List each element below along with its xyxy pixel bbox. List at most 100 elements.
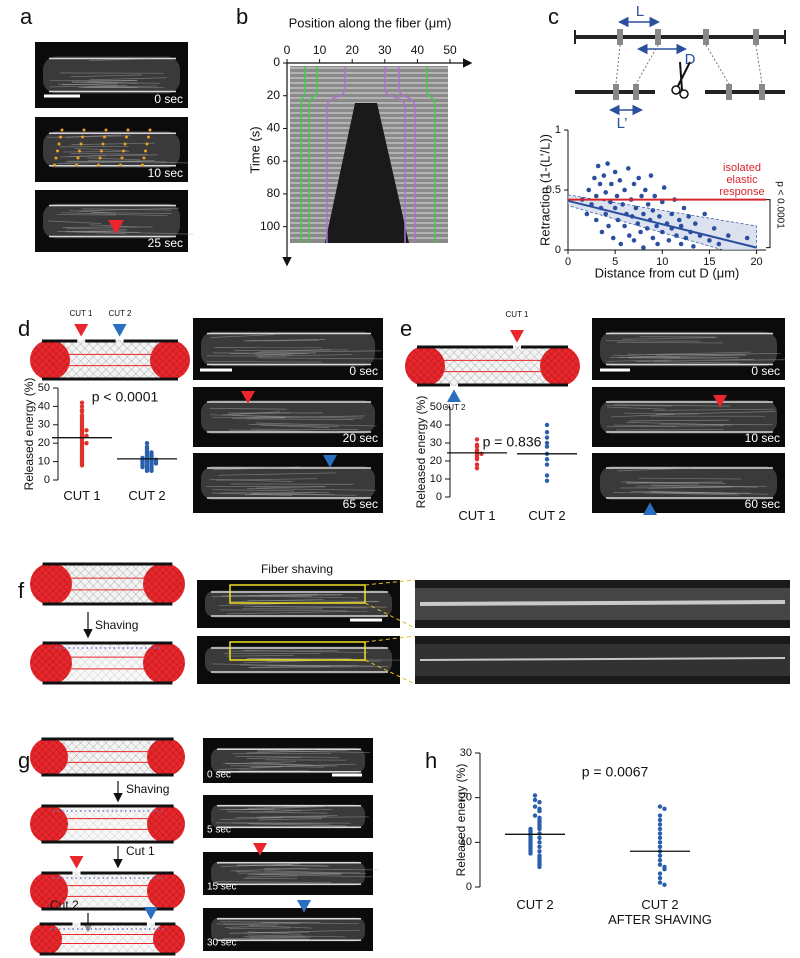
fiber-streak xyxy=(226,808,302,811)
fiber-streak xyxy=(70,152,148,155)
fiber-streak xyxy=(88,85,158,88)
fiber-streak xyxy=(635,361,740,364)
y-tick-label: 40 xyxy=(267,121,281,135)
sarcomere-mark xyxy=(726,84,732,100)
ablation-dot xyxy=(104,128,108,132)
fiber-streak xyxy=(246,749,349,754)
fiber-streak xyxy=(72,231,141,233)
fiber-body xyxy=(46,923,169,955)
ablation-dot xyxy=(79,142,83,146)
ablation-dot xyxy=(76,156,80,160)
data-point xyxy=(657,875,663,881)
y-tick-label: 20 xyxy=(430,455,442,467)
time-label: 20 sec xyxy=(343,431,378,445)
ablation-dot xyxy=(144,149,147,153)
y-tick-label: 30 xyxy=(460,747,472,759)
fiber-streak xyxy=(248,423,339,427)
x-tick-label: 50 xyxy=(443,43,457,57)
fiber-streak xyxy=(209,407,288,410)
scatter-point xyxy=(674,233,679,238)
fiber-streak xyxy=(62,83,118,86)
ablation-dot xyxy=(103,135,106,139)
fiber-streak xyxy=(251,763,356,768)
category-label: CUT 2 AFTER SHAVING xyxy=(608,897,712,927)
y-axis-title: Retraction (1-(L’/L)) xyxy=(537,134,552,246)
scatter-point xyxy=(593,193,599,199)
y-tick-label: 10 xyxy=(38,456,50,468)
data-point xyxy=(140,464,145,470)
cut-label: CUT 1 xyxy=(506,310,530,319)
fiber-streak xyxy=(63,150,130,153)
data-point xyxy=(657,871,663,876)
fiber-streak xyxy=(257,357,384,360)
fiber-streak xyxy=(260,424,330,429)
fiber-body xyxy=(49,738,166,776)
fiber-streak xyxy=(235,755,340,758)
kymo-track xyxy=(308,66,318,243)
data-point xyxy=(537,808,542,814)
scatter-point xyxy=(638,229,643,235)
panel-label: d xyxy=(18,316,30,341)
x-tick-label: 0 xyxy=(284,43,291,57)
scatter-point xyxy=(681,205,687,211)
adhesion xyxy=(147,805,185,843)
kymo-track xyxy=(300,66,306,243)
scatter-point xyxy=(644,226,650,231)
x-tick-label: 20 xyxy=(750,256,762,268)
scatter-point xyxy=(584,211,590,217)
fiber-image xyxy=(201,331,375,367)
fiber-streak xyxy=(628,357,754,360)
y-tick-label: 80 xyxy=(267,186,281,200)
fiber-streak xyxy=(227,811,328,814)
zoom-fiber xyxy=(419,657,786,661)
fiber-streak xyxy=(209,478,293,482)
y-tick-label: 1 xyxy=(555,124,561,136)
scatter-point xyxy=(711,226,717,231)
fiber-streak xyxy=(57,231,127,235)
step-label: Shaving xyxy=(126,782,169,796)
scissors xyxy=(677,61,691,87)
cut-label: CUT 1 xyxy=(70,309,94,318)
x-tick-label: 20 xyxy=(346,43,360,57)
fiber-streak xyxy=(91,212,172,214)
adhesion xyxy=(405,346,445,386)
y-tick-label: 0.5 xyxy=(546,184,561,196)
fiber-streak xyxy=(216,822,330,825)
scatter-point xyxy=(622,187,627,193)
y-axis-title: Released energy (%) xyxy=(414,396,428,509)
data-point xyxy=(474,444,480,449)
scatter-point xyxy=(612,205,618,211)
adhesion xyxy=(143,642,185,684)
fiber-streak xyxy=(246,418,354,420)
data-point xyxy=(662,882,667,887)
data-point xyxy=(537,835,542,841)
fiber-streak xyxy=(87,157,140,161)
data-point xyxy=(662,806,667,812)
scatter-point xyxy=(678,223,684,229)
category-label-box: CUT 2 xyxy=(516,897,553,912)
adhesion xyxy=(147,872,185,910)
scatter-point xyxy=(661,185,667,190)
x-tick-label: 10 xyxy=(313,43,327,57)
fiber-streak xyxy=(48,220,102,224)
data-point xyxy=(528,851,533,856)
fiber-streak xyxy=(261,922,359,925)
scatter-point xyxy=(657,214,662,219)
fiber-streak xyxy=(255,422,377,427)
scatter-point xyxy=(601,173,607,178)
scatter-point xyxy=(633,205,639,211)
scatter-point xyxy=(593,217,599,223)
p-value: p < 0.0001 xyxy=(92,389,159,405)
scatter-point xyxy=(686,214,691,219)
data-point xyxy=(474,437,480,442)
fiber-streak xyxy=(237,872,341,876)
fiber-streak xyxy=(616,341,723,344)
scatter-point xyxy=(626,166,631,171)
scatter-point xyxy=(636,175,642,181)
data-point xyxy=(657,835,663,841)
data-point xyxy=(657,844,663,849)
fiber-streak xyxy=(239,806,325,810)
fiber-streak xyxy=(259,816,369,818)
fiber-streak xyxy=(70,74,143,78)
fiber-streak xyxy=(87,79,137,83)
